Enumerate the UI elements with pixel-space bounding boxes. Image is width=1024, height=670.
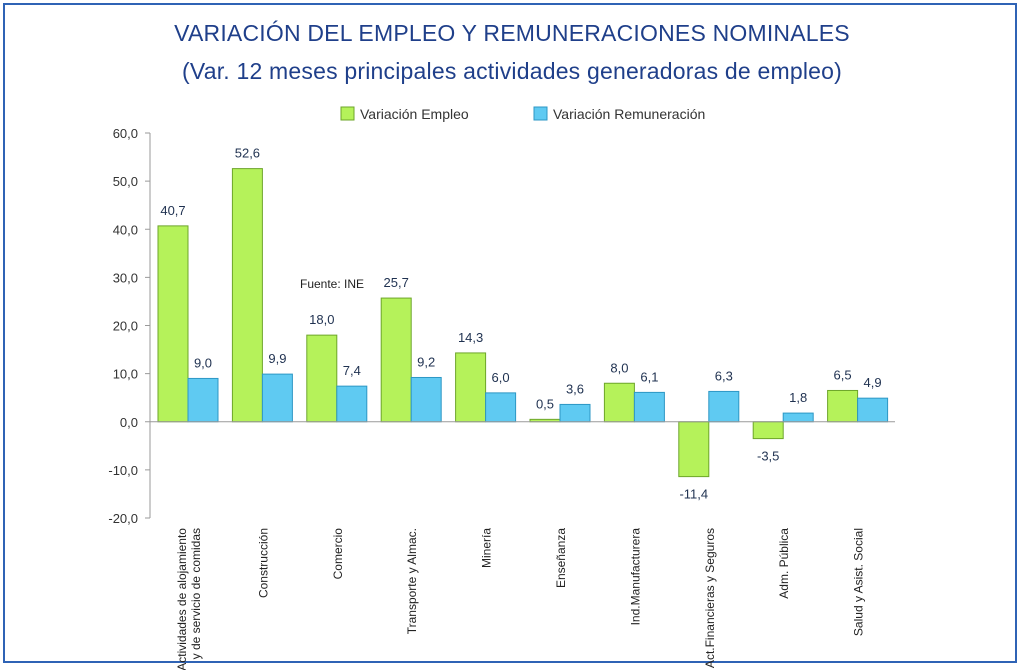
bar-remuneracion — [187, 377, 219, 423]
bar-remuneracion — [633, 391, 665, 423]
bar-remuneracion — [782, 412, 814, 423]
y-tick-label: 50,0 — [113, 174, 138, 189]
data-label: 8,0 — [610, 360, 628, 375]
bar-remuneracion — [261, 373, 293, 423]
bar-empleo — [827, 389, 859, 423]
bar-empleo — [603, 382, 635, 423]
data-label: 6,5 — [834, 367, 852, 382]
y-tick-label: 30,0 — [113, 270, 138, 285]
data-label: 4,9 — [864, 375, 882, 390]
legend-label: Variación Remuneración — [553, 106, 705, 122]
y-tick-label: -10,0 — [108, 463, 138, 478]
bar-remuneracion — [336, 385, 368, 423]
category-label: Salud y Asist. Social — [852, 528, 866, 636]
y-tick-label: 20,0 — [113, 319, 138, 334]
y-tick-label: 40,0 — [113, 222, 138, 237]
bar-remuneracion — [857, 397, 889, 423]
y-tick-label: 0,0 — [120, 415, 138, 430]
legend-swatch — [340, 106, 355, 121]
data-label: 9,0 — [194, 355, 212, 370]
bar-empleo — [231, 168, 263, 423]
bar-empleo — [157, 225, 189, 423]
chart-title: VARIACIÓN DEL EMPLEO Y REMUNERACIONES NO… — [174, 20, 850, 46]
y-tick-label: 10,0 — [113, 367, 138, 382]
bar-empleo — [455, 352, 487, 423]
data-label: 9,9 — [268, 351, 286, 366]
data-label: 6,3 — [715, 368, 733, 383]
data-label: 6,1 — [640, 369, 658, 384]
category-label: Minería — [480, 528, 494, 568]
data-label: 9,2 — [417, 354, 435, 369]
data-label: 3,6 — [566, 381, 584, 396]
y-tick-label: 60,0 — [113, 126, 138, 141]
category-label: Comercio — [331, 528, 345, 580]
bar-empleo — [306, 334, 338, 423]
legend-swatch — [533, 106, 548, 121]
category-label: y de servicio de comidas — [189, 528, 203, 659]
legend-label: Variación Empleo — [360, 106, 469, 122]
data-label: 0,5 — [536, 396, 554, 411]
data-label: -3,5 — [757, 449, 779, 464]
bar-empleo — [752, 421, 784, 440]
category-label: Adm. Pública — [777, 528, 791, 599]
category-label: Act.Financieras y Seguros — [703, 528, 717, 668]
data-label: 52,6 — [235, 146, 260, 161]
category-label: Transporte y Almac. — [405, 528, 419, 634]
y-tick-label: -20,0 — [108, 511, 138, 526]
category-label: Ind.Manufacturera — [628, 528, 642, 626]
data-label: 18,0 — [309, 312, 334, 327]
source-annotation: Fuente: INE — [300, 277, 364, 291]
data-label: 14,3 — [458, 330, 483, 345]
data-label: 40,7 — [160, 203, 185, 218]
category-label: Actividades de alojamiento — [175, 528, 189, 670]
data-label: -11,4 — [679, 487, 708, 502]
category-label: Construcción — [256, 528, 270, 598]
bar-remuneracion — [559, 403, 591, 423]
chart-subtitle: (Var. 12 meses principales actividades g… — [182, 58, 842, 84]
bar-empleo — [380, 297, 412, 423]
category-label: Enseñanza — [554, 528, 568, 588]
bar-remuneracion — [708, 390, 740, 423]
data-label: 6,0 — [492, 370, 510, 385]
bar-remuneracion — [485, 392, 517, 423]
bar-empleo — [678, 421, 710, 478]
bar-remuneracion — [410, 376, 442, 423]
data-label: 25,7 — [384, 275, 409, 290]
data-label: 1,8 — [789, 390, 807, 405]
data-label: 7,4 — [343, 363, 361, 378]
